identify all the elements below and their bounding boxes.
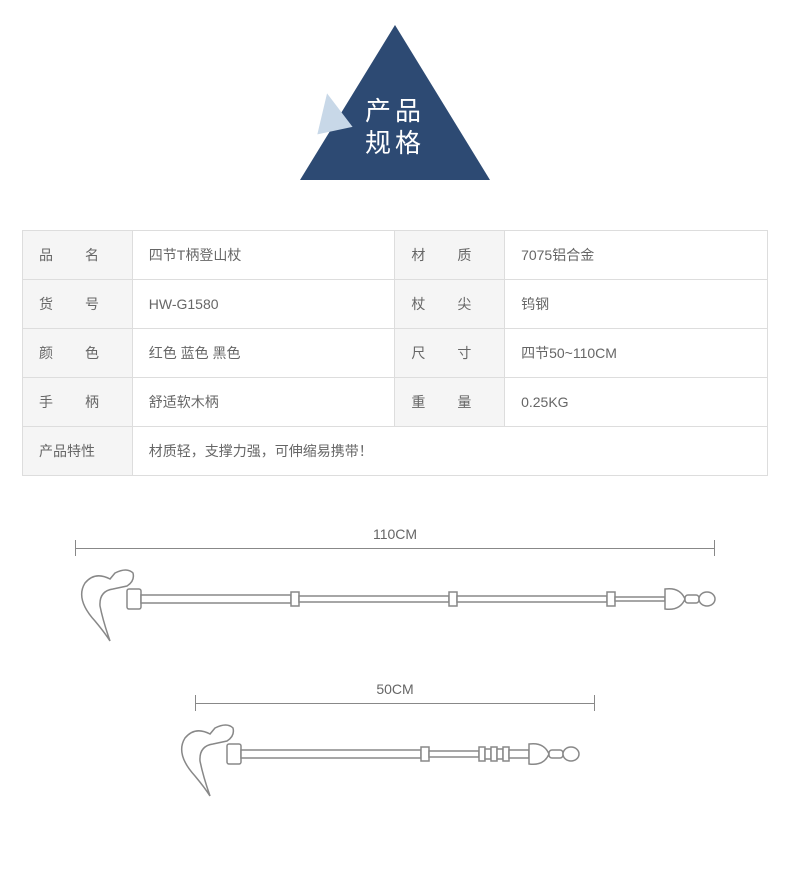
triangle-graphic: 产品 规格: [295, 25, 495, 185]
value-name: 四节T柄登山杖: [132, 231, 395, 280]
value-feature: 材质轻，支撑力强，可伸缩易携带！: [132, 427, 767, 476]
label-sku: 货号: [23, 280, 133, 329]
title-line2: 规格: [365, 128, 425, 158]
table-row: 产品特性 材质轻，支撑力强，可伸缩易携带！: [23, 427, 768, 476]
dimension-extended: 110CM: [75, 526, 715, 549]
dim-line-collapsed: [195, 703, 595, 704]
value-handle: 舒适软木柄: [132, 378, 395, 427]
dim-label-extended: 110CM: [75, 526, 715, 542]
table-row: 货号 HW-G1580 杖尖 钨钢: [23, 280, 768, 329]
label-handle: 手柄: [23, 378, 133, 427]
label-material: 材质: [395, 231, 505, 280]
pole-collapsed-icon: [155, 716, 635, 806]
table-row: 品名 四节T柄登山杖 材质 7075铝合金: [23, 231, 768, 280]
table-row: 手柄 舒适软木柄 重量 0.25KG: [23, 378, 768, 427]
value-material: 7075铝合金: [505, 231, 768, 280]
table-row: 颜色 红色 蓝色 黑色 尺寸 四节50~110CM: [23, 329, 768, 378]
value-size: 四节50~110CM: [505, 329, 768, 378]
header-section: 产品 规格: [0, 0, 790, 210]
header-title: 产品 规格: [295, 95, 495, 159]
value-weight: 0.25KG: [505, 378, 768, 427]
spec-table: 品名 四节T柄登山杖 材质 7075铝合金 货号 HW-G1580 杖尖 钨钢 …: [22, 230, 768, 476]
dim-line-extended: [75, 548, 715, 549]
value-tip: 钨钢: [505, 280, 768, 329]
pole-extended-icon: [55, 561, 735, 651]
label-tip: 杖尖: [395, 280, 505, 329]
label-weight: 重量: [395, 378, 505, 427]
label-feature: 产品特性: [23, 427, 133, 476]
value-sku: HW-G1580: [132, 280, 395, 329]
label-color: 颜色: [23, 329, 133, 378]
label-size: 尺寸: [395, 329, 505, 378]
value-color: 红色 蓝色 黑色: [132, 329, 395, 378]
dim-label-collapsed: 50CM: [195, 681, 595, 697]
diagram-section: 110CM 50CM: [0, 526, 790, 806]
label-name: 品名: [23, 231, 133, 280]
title-line1: 产品: [365, 96, 425, 126]
dimension-collapsed: 50CM: [195, 681, 595, 704]
